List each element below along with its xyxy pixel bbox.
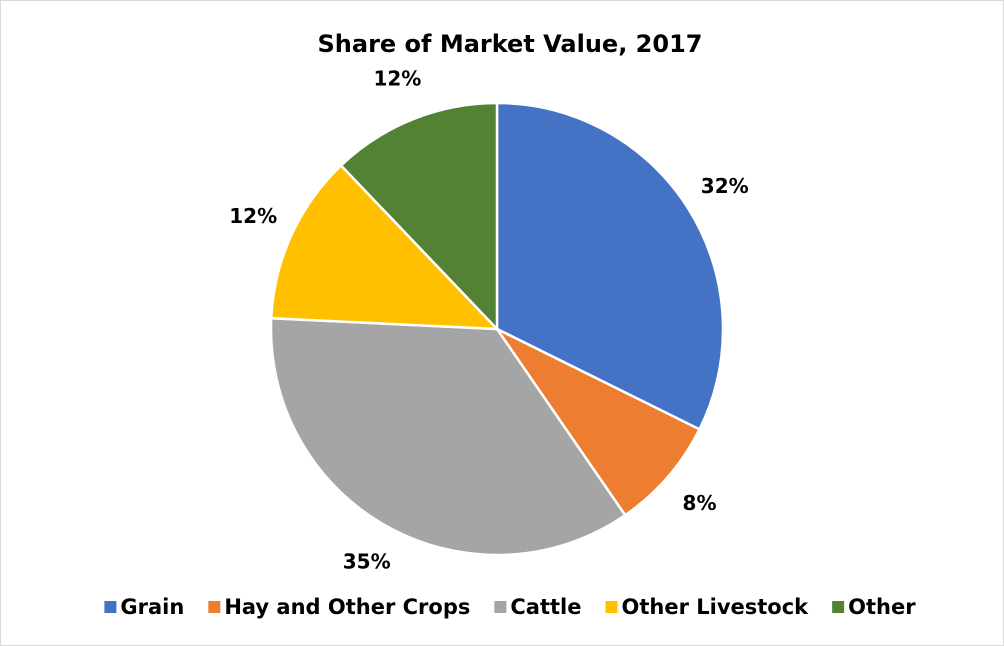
legend-swatch — [104, 601, 117, 613]
data-label: 35% — [343, 550, 391, 574]
legend-swatch — [832, 601, 845, 613]
legend-swatch — [605, 601, 618, 613]
legend-swatch — [208, 601, 221, 613]
legend-label: Hay and Other Crops — [224, 595, 470, 619]
data-label: 8% — [683, 491, 717, 515]
pie-slice — [495, 101, 725, 432]
legend-label: Grain — [120, 595, 184, 619]
legend-swatch — [494, 601, 507, 613]
legend-label: Cattle — [510, 595, 581, 619]
legend-label: Other Livestock — [621, 595, 809, 619]
data-label: 12% — [373, 67, 421, 91]
pie-slice — [493, 325, 702, 517]
pie-slice — [269, 316, 627, 557]
legend-label: Other — [848, 595, 916, 619]
chart-title: Share of Market Value, 2017 — [318, 30, 703, 58]
data-label: 12% — [229, 204, 277, 228]
pie-slice — [339, 101, 499, 333]
pie-slice — [269, 163, 501, 331]
data-label: 32% — [701, 174, 749, 198]
